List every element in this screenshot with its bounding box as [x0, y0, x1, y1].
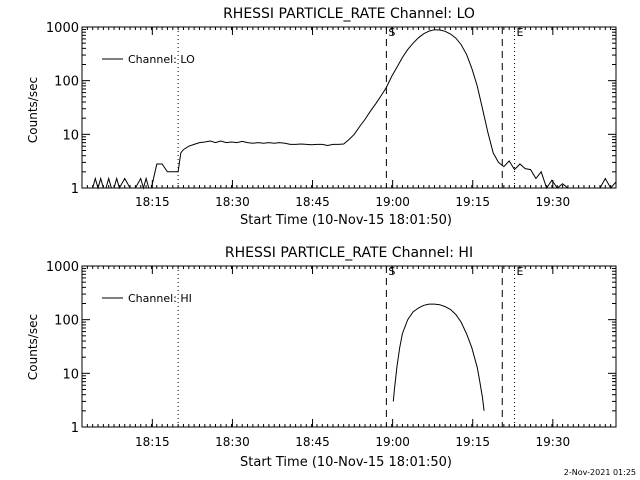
marker-label-lo: S [388, 26, 395, 39]
marker-label-lo: E [517, 26, 524, 39]
chart-title-hi: RHESSI PARTICLE_RATE Channel: HI [225, 245, 473, 261]
y-tick-label-lo: 1000 [46, 21, 79, 36]
marker-label-hi: E [517, 265, 524, 278]
plot-frame-hi [81, 265, 617, 428]
x-tick-label-hi: 19:15 [455, 435, 490, 449]
series-line-lo [92, 29, 617, 190]
x-tick-label-lo: 18:30 [215, 195, 250, 209]
x-tick-label-lo: 19:00 [375, 195, 410, 209]
y-axis-label-lo: Counts/sec [26, 77, 40, 143]
y-tick-label-lo: 1 [71, 182, 79, 197]
generation-timestamp: 2-Nov-2021 01:25 [564, 468, 636, 477]
panel-hi: RHESSI PARTICLE_RATE Channel: HI Counts/… [26, 245, 617, 470]
x-tick-label-lo: 19:30 [536, 195, 571, 209]
y-tick-label-hi: 100 [54, 314, 79, 329]
x-tick-label-hi: 18:15 [135, 435, 170, 449]
legend-label-lo: Channel: LO [128, 53, 195, 66]
y-tick-label-lo: 100 [54, 75, 79, 90]
x-tick-label-lo: 18:15 [135, 195, 170, 209]
series-line-hi [392, 303, 485, 411]
marker-label-hi: S [388, 265, 395, 278]
y-tick-label-hi: 1 [71, 421, 79, 436]
legend-hi: Channel: HI [102, 292, 192, 305]
y-tick-label-hi: 1000 [46, 260, 79, 275]
x-axis-label-lo: Start Time (10-Nov-15 18:01:50) [240, 213, 452, 228]
axes-hi: 18:15 18:30 18:45 19:00 19:15 19:30 1 10 100 1000 [46, 260, 617, 449]
x-tick-label-hi: 19:30 [536, 435, 571, 449]
y-tick-label-hi: 10 [62, 367, 79, 382]
x-axis-label-hi: Start Time (10-Nov-15 18:01:50) [240, 455, 452, 470]
x-tick-label-hi: 18:45 [295, 435, 330, 449]
y-axis-label-hi: Counts/sec [26, 314, 40, 380]
x-tick-label-hi: 18:30 [215, 435, 250, 449]
axes-lo: 18:15 18:30 18:45 19:00 19:15 19:30 1 10 100 1000 [46, 21, 617, 209]
legend-label-hi: Channel: HI [128, 292, 192, 305]
chart-title-lo: RHESSI PARTICLE_RATE Channel: LO [223, 6, 475, 22]
x-tick-label-lo: 18:45 [295, 195, 330, 209]
x-tick-label-hi: 19:00 [375, 435, 410, 449]
panel-lo: RHESSI PARTICLE_RATE Channel: LO Counts/… [26, 6, 617, 228]
legend-lo: Channel: LO [102, 53, 195, 66]
x-tick-label-lo: 19:15 [455, 195, 490, 209]
y-tick-label-lo: 10 [62, 128, 79, 143]
